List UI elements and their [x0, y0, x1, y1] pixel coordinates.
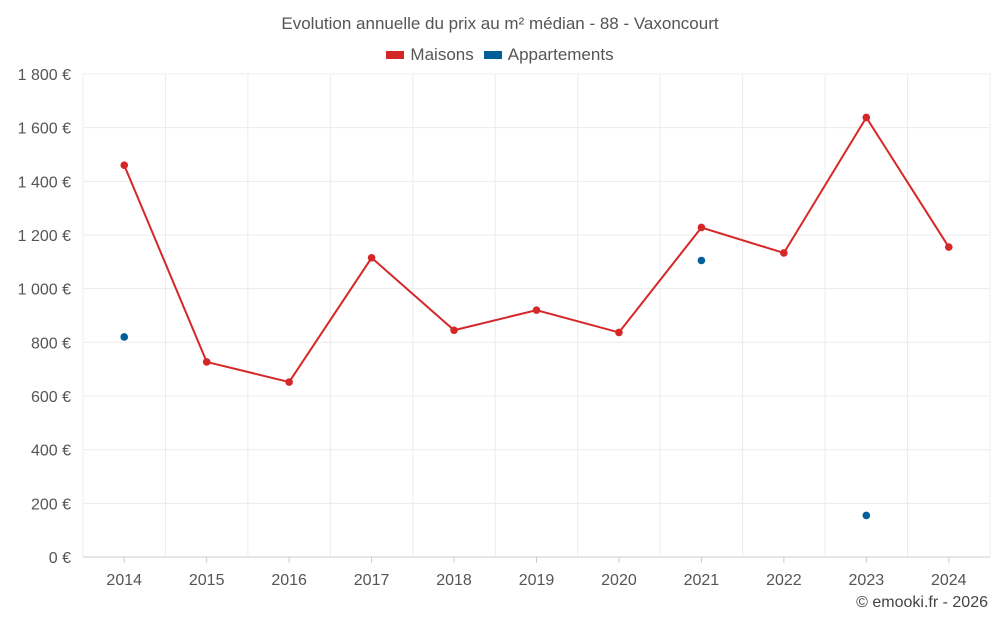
x-tick-label: 2017	[354, 572, 390, 589]
x-tick-label: 2019	[519, 572, 555, 589]
legend: Maisons Appartements	[0, 45, 1000, 65]
x-tick-label: 2024	[931, 572, 967, 589]
y-tick-label: 800 €	[31, 335, 71, 352]
legend-item-appartements[interactable]: Appartements	[483, 45, 614, 65]
data-point-maisons	[697, 223, 706, 232]
x-tick-label: 2015	[189, 572, 225, 589]
legend-label-maisons: Maisons	[410, 45, 474, 64]
data-point-maisons	[285, 378, 293, 386]
legend-swatch-appartements	[483, 51, 502, 59]
credit-text: © emooki.fr - 2026	[856, 594, 988, 611]
x-tick-label: 2020	[601, 572, 637, 589]
data-point-appartements	[862, 511, 871, 520]
data-point-maisons	[862, 113, 871, 122]
x-tick-label: 2022	[766, 572, 802, 589]
data-point-maisons	[120, 161, 129, 170]
legend-item-maisons[interactable]: Maisons	[386, 45, 474, 65]
x-tick-label: 2018	[436, 572, 472, 589]
y-tick-label: 1 000 €	[18, 282, 71, 299]
y-tick-label: 400 €	[31, 443, 71, 460]
x-tick-label: 2021	[684, 572, 720, 589]
legend-label-appartements: Appartements	[507, 45, 614, 64]
data-point-appartements	[697, 256, 706, 265]
data-point-maisons	[615, 328, 623, 337]
y-tick-label: 0 €	[49, 550, 71, 567]
data-point-appartements	[120, 333, 129, 341]
data-point-maisons	[780, 249, 788, 257]
x-tick-label: 2016	[271, 572, 307, 589]
legend-swatch-maisons	[386, 51, 405, 59]
y-tick-label: 200 €	[31, 496, 71, 513]
data-point-maisons	[367, 254, 376, 262]
y-tick-label: 600 €	[31, 389, 71, 406]
data-point-maisons	[450, 326, 458, 335]
y-tick-label: 1 800 €	[18, 67, 71, 84]
data-point-maisons	[944, 243, 953, 251]
data-point-maisons	[532, 306, 541, 314]
x-tick-label: 2023	[849, 572, 885, 589]
data-point-maisons	[202, 358, 211, 366]
chart-title: Evolution annuelle du prix au m² médian …	[281, 14, 719, 33]
y-tick-label: 1 600 €	[18, 121, 71, 138]
y-tick-label: 1 200 €	[18, 228, 71, 245]
x-tick-label: 2014	[106, 572, 142, 589]
y-tick-label: 1 400 €	[18, 174, 71, 191]
